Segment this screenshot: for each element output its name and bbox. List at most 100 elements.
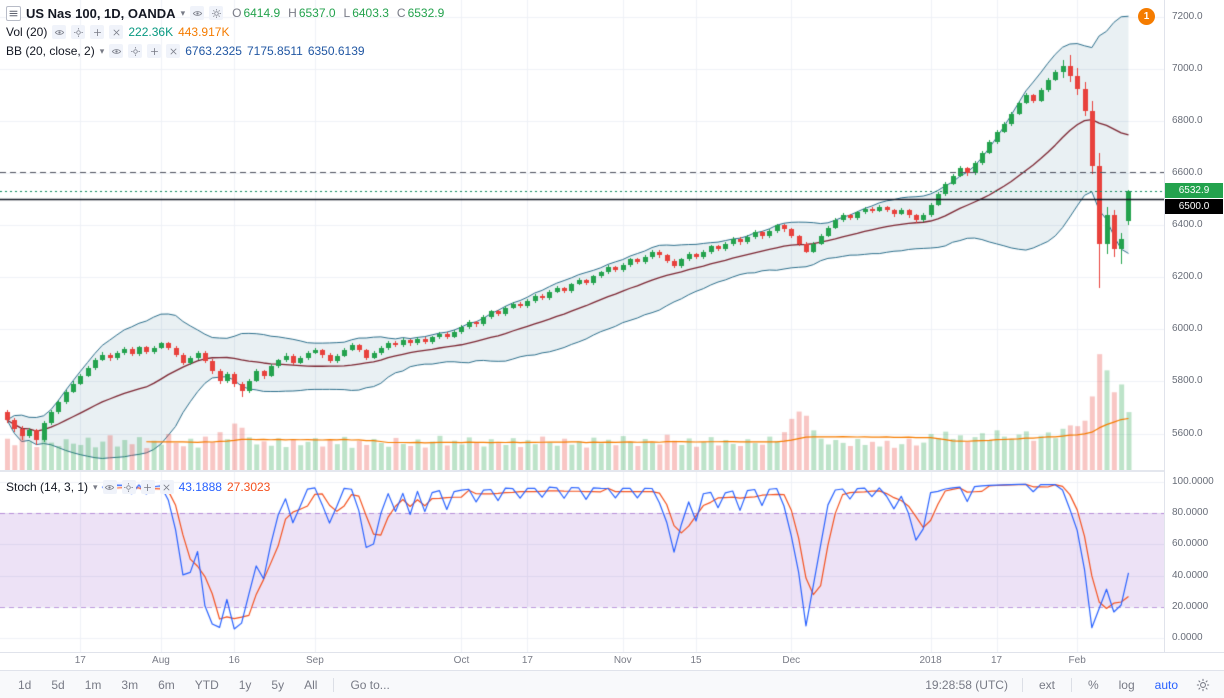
price-tick-label: 80.0000 <box>1172 507 1209 519</box>
price-line-badge[interactable]: 6500.0 <box>1165 198 1223 214</box>
close-icon[interactable] <box>159 480 174 494</box>
high-label: H <box>288 6 297 20</box>
percent-scale-toggle[interactable]: % <box>1087 677 1099 692</box>
toolbar-separator <box>1070 677 1072 692</box>
range-button-5y[interactable]: 5y <box>271 677 285 692</box>
gear-icon[interactable] <box>71 25 86 39</box>
toolbar-separator <box>333 677 335 692</box>
time-axis-label: Aug <box>152 655 170 666</box>
range-button-5d[interactable]: 5d <box>51 677 65 692</box>
range-button-ytd[interactable]: YTD <box>194 677 219 692</box>
price-tick-label: 6400.0 <box>1172 219 1203 231</box>
bb-basis-value: 6763.2325 <box>185 44 242 58</box>
bb-indicator-label[interactable]: BB (20, close, 2) <box>6 44 95 58</box>
goto-button[interactable]: Go to... <box>350 677 390 692</box>
pane-resize-handle[interactable] <box>0 470 1164 472</box>
open-value: 6414.9 <box>243 6 281 20</box>
stoch-k-value: 43.1888 <box>178 480 222 494</box>
time-axis-label: Nov <box>613 655 632 666</box>
stoch-indicator-label[interactable]: Stoch (14, 3, 1) <box>6 480 89 494</box>
extended-hours-toggle[interactable]: ext <box>1038 677 1055 692</box>
stoch-legend-row: Stoch (14, 3, 1) ▾ 43.1888 27.3023 <box>6 478 270 496</box>
time-axis-label: Dec <box>782 655 801 666</box>
range-button-1y[interactable]: 1y <box>238 677 252 692</box>
countdown-badge[interactable]: 1 <box>1138 8 1155 25</box>
close-value: 6532.9 <box>407 6 445 20</box>
close-icon[interactable] <box>166 44 181 58</box>
range-button-6m[interactable]: 6m <box>158 677 175 692</box>
log-scale-toggle[interactable]: log <box>1118 677 1135 692</box>
range-button-1d[interactable]: 1d <box>18 677 32 692</box>
time-axis-label: 17 <box>990 655 1003 666</box>
close-icon[interactable] <box>109 25 124 39</box>
open-label: O <box>232 6 242 20</box>
settings-gear-icon[interactable] <box>1196 678 1210 692</box>
volume-value: 222.36K <box>128 25 174 39</box>
price-tick-label: 6600.0 <box>1172 167 1203 179</box>
price-tick-label: 6000.0 <box>1172 323 1203 335</box>
price-axis[interactable]: 7200.0 7000.0 6800.0 6600.0 6400.0 6200.0 6000… <box>1164 0 1224 652</box>
bb-lower-value: 6350.6139 <box>307 44 365 58</box>
range-button-all[interactable]: All <box>304 677 318 692</box>
eye-icon[interactable] <box>102 480 117 494</box>
price-tick-label: 6800.0 <box>1172 115 1203 127</box>
time-axis-label: 17 <box>74 655 86 666</box>
last-price-badge: 6532.9 <box>1165 182 1223 198</box>
price-tick-label: 20.0000 <box>1172 600 1209 612</box>
price-tick-label: 7000.0 <box>1172 63 1203 74</box>
chevron-down-icon[interactable]: ▾ <box>180 7 186 18</box>
bottom-toolbar: 1d 5d 1m 3m 6m YTD 1y 5y All Go to... 19… <box>0 670 1224 698</box>
plus-icon[interactable] <box>147 44 162 58</box>
plus-icon[interactable] <box>140 480 155 494</box>
eye-icon[interactable] <box>52 25 67 39</box>
chevron-down-icon[interactable]: ▾ <box>93 481 98 492</box>
gear-icon[interactable] <box>121 480 136 494</box>
chart-panes: US Nas 100, 1D, OANDA ▾ O 6414.9 H 6537.0 … <box>0 0 1164 652</box>
main-chart-canvas[interactable] <box>0 0 1164 470</box>
low-label: L <box>343 6 351 20</box>
eye-icon[interactable] <box>190 6 205 20</box>
bb-upper-value: 7175.8511 <box>246 44 303 58</box>
time-axis-label: Feb <box>1068 655 1086 666</box>
symbol-title[interactable]: US Nas 100, 1D, OANDA <box>26 5 176 21</box>
time-axis-label: 2018 <box>919 655 942 666</box>
price-tick-label: 5600.0 <box>1172 427 1203 439</box>
chart-root: US Nas 100, 1D, OANDA ▾ O 6414.9 H 6537.0 … <box>0 0 1224 652</box>
stoch-pane-canvas[interactable] <box>0 472 1164 652</box>
symbol-legend-row: US Nas 100, 1D, OANDA ▾ O 6414.9 H 6537.0 … <box>6 4 444 22</box>
time-axis-label: 16 <box>228 655 240 666</box>
gear-icon[interactable] <box>209 6 224 20</box>
low-value: 6403.3 <box>352 6 389 20</box>
volume-legend-row: Vol (20) 222.36K 443.917K <box>6 23 444 41</box>
price-tick-label: 0.0000 <box>1172 632 1203 643</box>
bb-legend-row: BB (20, close, 2) ▾ 6763.2325 7175.8511 … <box>6 42 444 60</box>
eye-icon[interactable] <box>109 44 124 58</box>
gear-icon[interactable] <box>128 44 143 58</box>
plus-icon[interactable] <box>90 25 105 39</box>
time-axis-label: 15 <box>690 655 702 666</box>
toolbar-separator <box>1021 677 1023 692</box>
price-tick-label: 6200.0 <box>1172 271 1203 283</box>
time-axis-label: Sep <box>305 655 324 666</box>
time-axis-label: Oct <box>453 655 470 666</box>
time-axis[interactable]: 17 Aug 16 Sep Oct 17 Nov 15 Dec 2018 17 Feb <box>0 652 1224 670</box>
price-tick-label: 100.0000 <box>1172 476 1214 487</box>
high-value: 6537.0 <box>298 6 336 20</box>
clock-label[interactable]: 19:28:58 (UTC) <box>925 677 1008 692</box>
price-tick-label: 40.0000 <box>1172 569 1209 581</box>
stoch-legend: Stoch (14, 3, 1) ▾ 43.1888 27.3023 <box>6 478 270 497</box>
range-button-1m[interactable]: 1m <box>84 677 102 692</box>
chevron-down-icon[interactable]: ▾ <box>99 45 105 56</box>
price-tick-label: 60.0000 <box>1172 538 1209 550</box>
legend-collapse-button[interactable] <box>6 5 21 21</box>
volume-ma-value: 443.917K <box>178 25 230 39</box>
range-button-3m[interactable]: 3m <box>121 677 139 692</box>
volume-indicator-label[interactable]: Vol (20) <box>6 25 48 39</box>
close-label: C <box>396 6 406 20</box>
price-tick-label: 5800.0 <box>1172 375 1203 387</box>
stoch-d-value: 27.3023 <box>226 480 271 494</box>
symbol-legend: US Nas 100, 1D, OANDA ▾ O 6414.9 H 6537.0 … <box>6 4 444 61</box>
auto-scale-toggle[interactable]: auto <box>1154 677 1178 692</box>
time-axis-label: 17 <box>521 655 533 666</box>
